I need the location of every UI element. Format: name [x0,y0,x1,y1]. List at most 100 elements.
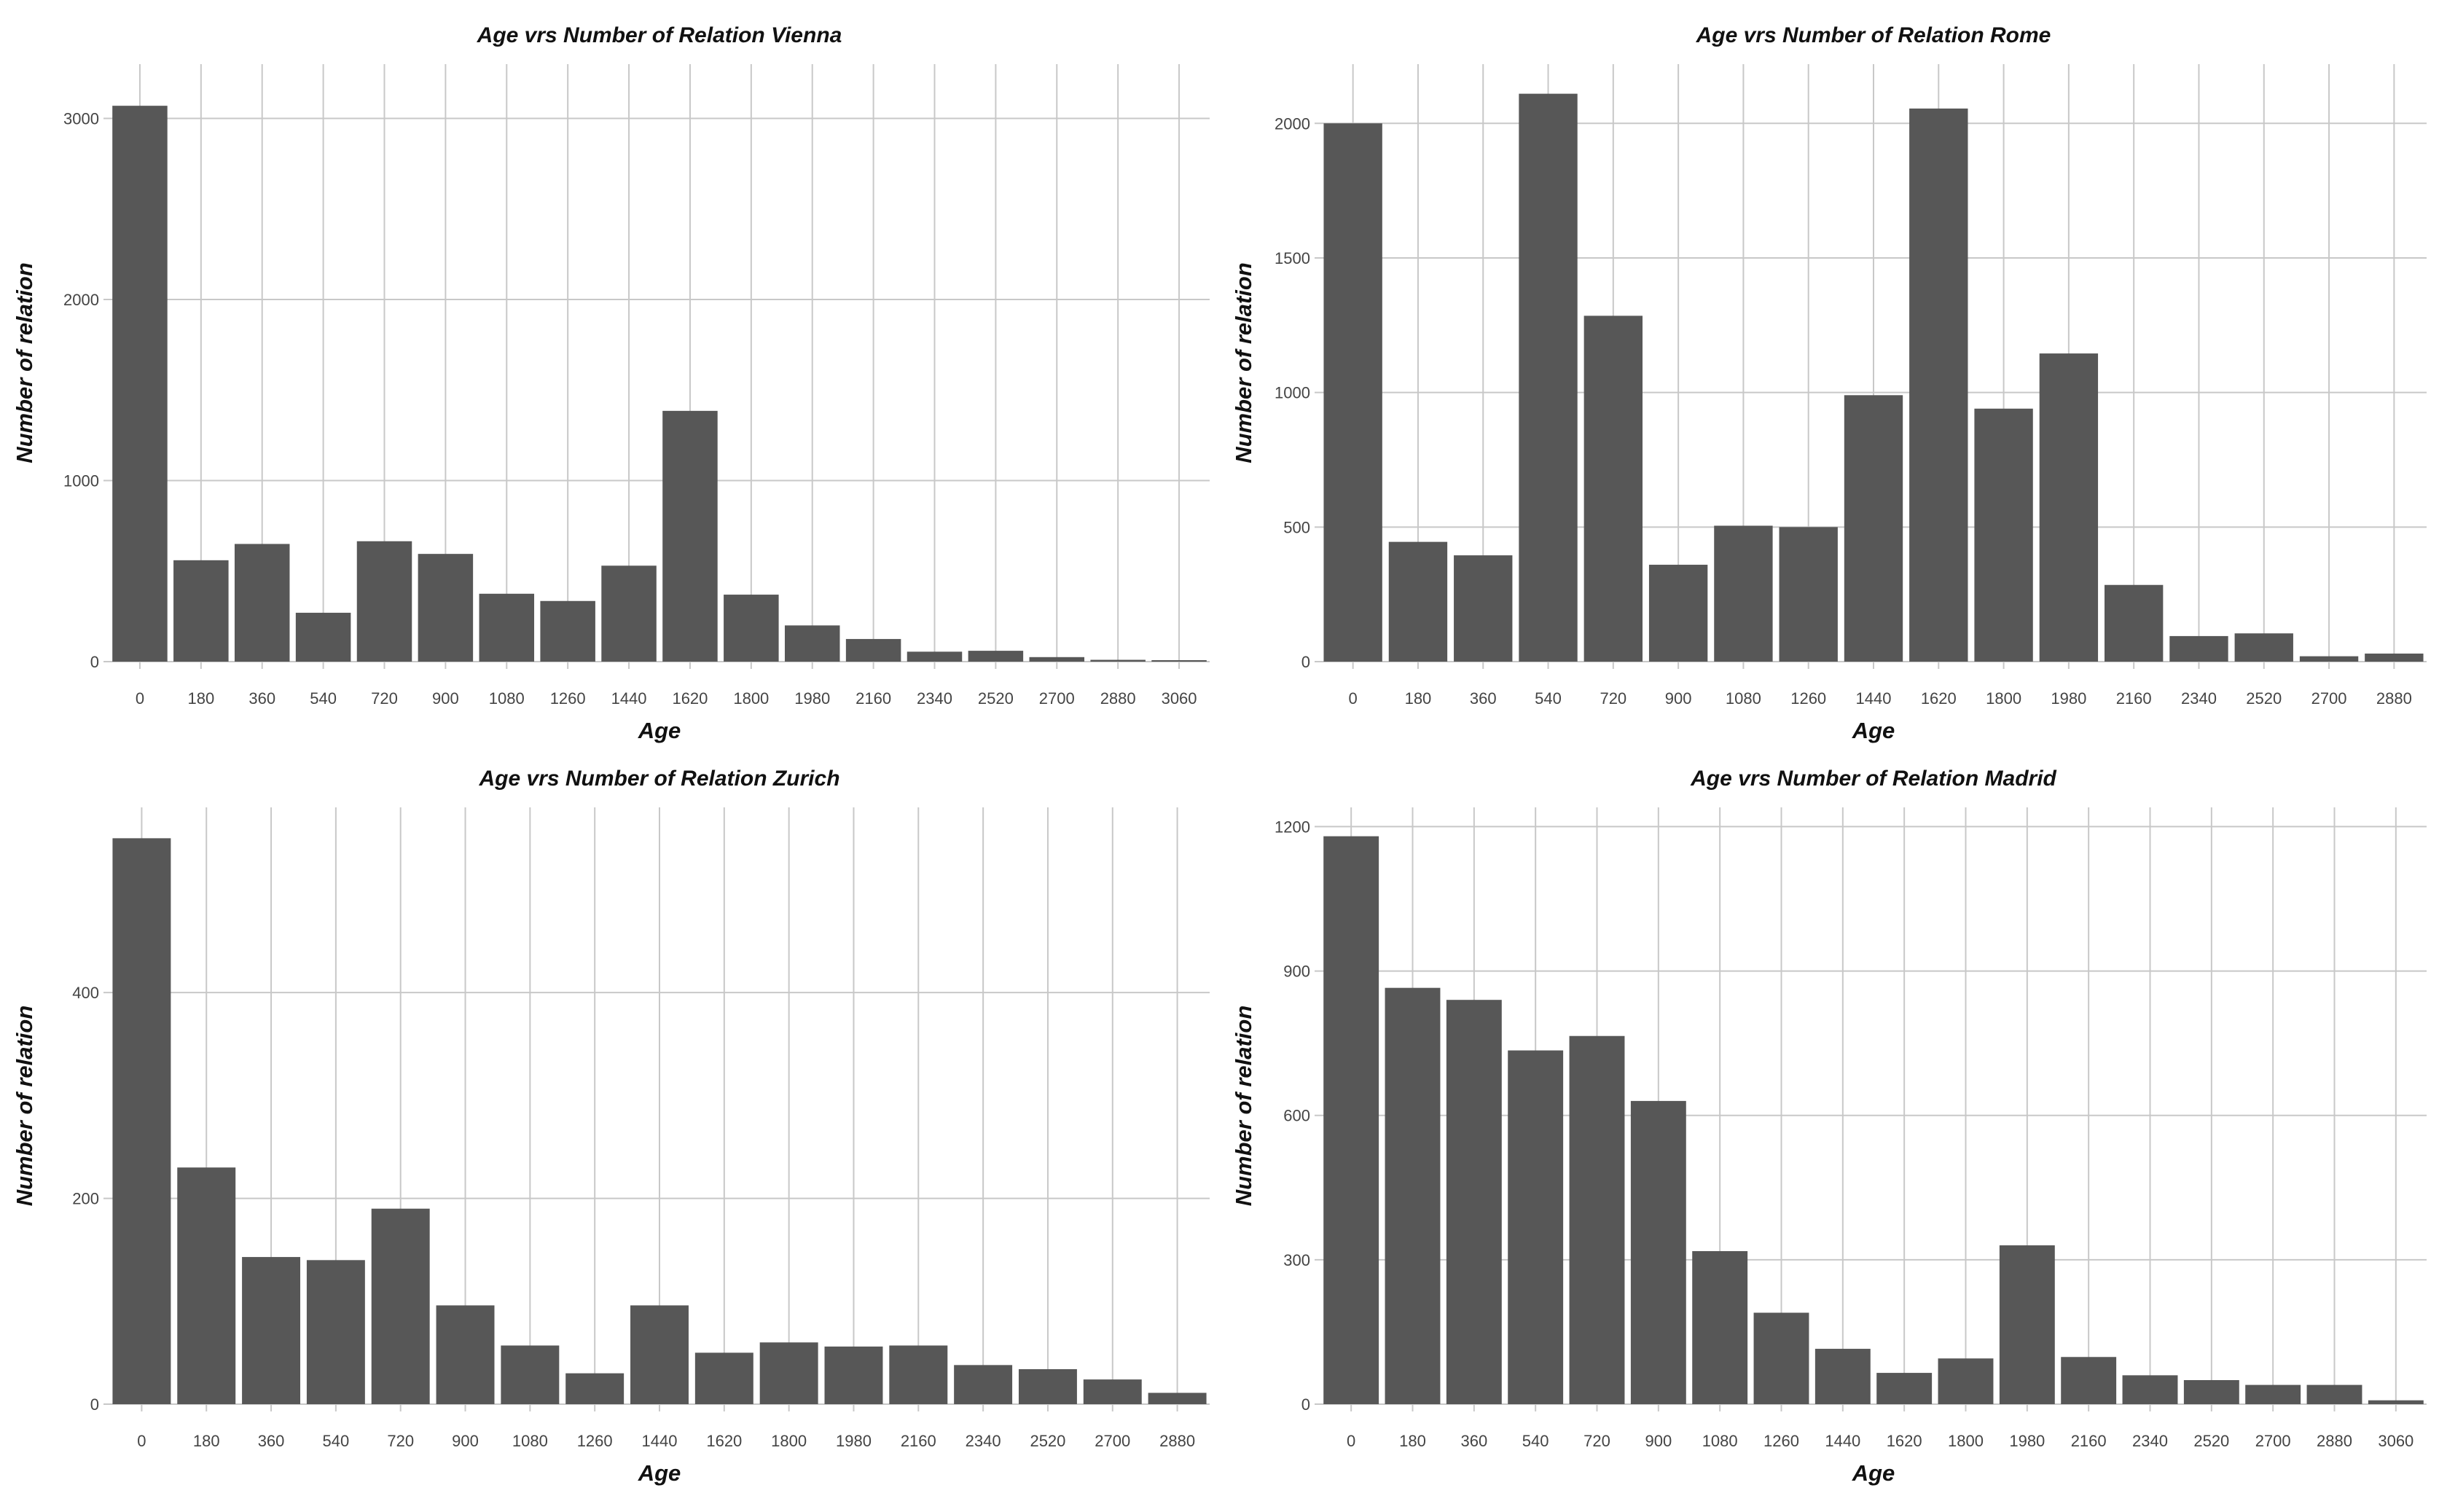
x-tick-label: 1620 [706,1432,742,1450]
x-tick-label: 1260 [577,1432,613,1450]
x-tick-label: 2160 [2071,1432,2107,1450]
bar-1260 [540,600,595,662]
x-tick-label: 2880 [1159,1432,1195,1450]
chart-title: Age vrs Number of Relation Rome [1696,23,2051,47]
bar-0 [1323,123,1382,662]
y-tick-label: 2000 [1275,114,1310,133]
y-tick-label: 0 [1301,653,1310,671]
x-tick-label: 360 [1460,1432,1487,1450]
bar-2160 [2061,1357,2117,1404]
x-tick-label: 1440 [611,689,647,708]
x-tick-label: 2520 [2246,689,2282,708]
x-tick-label: 900 [452,1432,479,1450]
x-tick-label: 1260 [1790,689,1826,708]
bar-1980 [1999,1245,2055,1404]
chart-panel-madrid: 0 300 600 900 1200 0 180 360 540 720 900 1080 1260 14… [1219,754,2439,1512]
x-tick-label: 540 [323,1432,350,1450]
x-tick-label: 720 [1583,1432,1610,1450]
x-tick-label: 540 [1535,689,1562,708]
bar-540 [1519,93,1578,662]
x-tick-label: 2880 [1100,689,1136,708]
bar-900 [418,554,474,662]
x-tick-label: 2340 [2132,1432,2168,1450]
bar-1800 [1938,1358,1994,1404]
x-tick-label: 720 [371,689,398,708]
grid [103,807,1210,1411]
chart-svg-zurich: 0 200 400 0 180 360 540 720 900 1080 1260 1440 1620 1… [12,767,1210,1486]
y-tick-label: 0 [90,653,99,671]
y-tick-label: 0 [1301,1395,1310,1414]
bar-1260 [1753,1312,1809,1404]
chart-svg-madrid: 0 300 600 900 1200 0 180 360 540 720 900 1080 1260 14… [1231,767,2427,1486]
y-tick-label: 500 [1283,518,1310,536]
x-tick-label: 2340 [966,1432,1001,1450]
bar-720 [371,1208,430,1404]
bar-0 [112,106,168,662]
bar-1080 [501,1345,560,1404]
x-tick-label: 2700 [1095,1432,1130,1450]
x-tick-label: 360 [258,1432,285,1450]
x-tick-label: 360 [1470,689,1497,708]
y-axis-title: Number of relation [1231,1006,1256,1207]
bar-1980 [2039,353,2099,662]
bar-2520 [968,651,1024,662]
bar-3060 [2368,1400,2424,1404]
bar-1080 [479,593,535,662]
y-tick-label: 600 [1283,1107,1310,1125]
bar-720 [356,541,412,662]
y-axis-title: Number of relation [1231,262,1256,463]
y-tick-label: 900 [1283,963,1310,981]
bar-1440 [601,565,657,662]
chart-svg-vienna: 0 1000 2000 3000 0 180 360 540 720 900 1080 1260 144… [12,23,1210,743]
bar-180 [1385,987,1441,1404]
bar-360 [234,544,290,662]
x-tick-label: 1080 [489,689,525,708]
bar-360 [1446,1000,1502,1404]
bar-2340 [2122,1375,2178,1404]
x-tick-label: 1080 [512,1432,548,1450]
x-tick-label: 1620 [1887,1432,1922,1450]
bar-2520 [2183,1379,2239,1404]
x-tick-label: 1260 [1763,1432,1799,1450]
x-tick-label: 2880 [2376,689,2412,708]
x-tick-label: 2160 [856,689,891,708]
chart-panel-vienna: 0 1000 2000 3000 0 180 360 540 720 900 1080 1260 144… [0,0,1219,754]
y-tick-label: 1000 [63,472,99,490]
bar-1260 [565,1373,625,1404]
bar-1980 [824,1346,883,1404]
x-tick-label: 180 [193,1432,220,1450]
bar-2160 [845,638,901,662]
x-tick-label: 720 [1600,689,1626,708]
bar-2340 [2169,635,2228,662]
bar-180 [177,1167,236,1404]
x-tick-label: 1080 [1726,689,1761,708]
bar-2880 [2365,653,2424,662]
x-tick-label: 180 [1405,689,1432,708]
x-tick-label: 2700 [2311,689,2347,708]
x-axis-title: Age [1852,1460,1895,1486]
x-tick-label: 0 [1349,689,1358,708]
bar-1080 [1714,525,1773,662]
x-axis-title: Age [1852,718,1895,743]
y-axis-title: Number of relation [12,1006,37,1207]
bar-360 [1454,555,1513,662]
chart-title: Age vrs Number of Relation Vienna [477,23,842,47]
x-tick-label: 2160 [901,1432,936,1450]
y-tick-label: 400 [72,984,99,1002]
bar-720 [1583,316,1643,662]
bar-2700 [1029,657,1085,662]
bar-1800 [1974,408,2033,662]
chart-title: Age vrs Number of Relation Madrid [1690,767,2056,791]
bar-2880 [1090,659,1146,662]
x-tick-label: 1620 [672,689,708,708]
bar-1620 [1909,108,1968,662]
bar-540 [1508,1050,1564,1404]
bars [112,106,1207,662]
bars [1323,836,2424,1404]
bar-1440 [630,1305,689,1404]
bars [1323,93,2424,662]
x-tick-label: 720 [387,1432,414,1450]
bar-900 [436,1305,495,1404]
x-tick-label: 900 [432,689,459,708]
x-tick-label: 1800 [733,689,769,708]
